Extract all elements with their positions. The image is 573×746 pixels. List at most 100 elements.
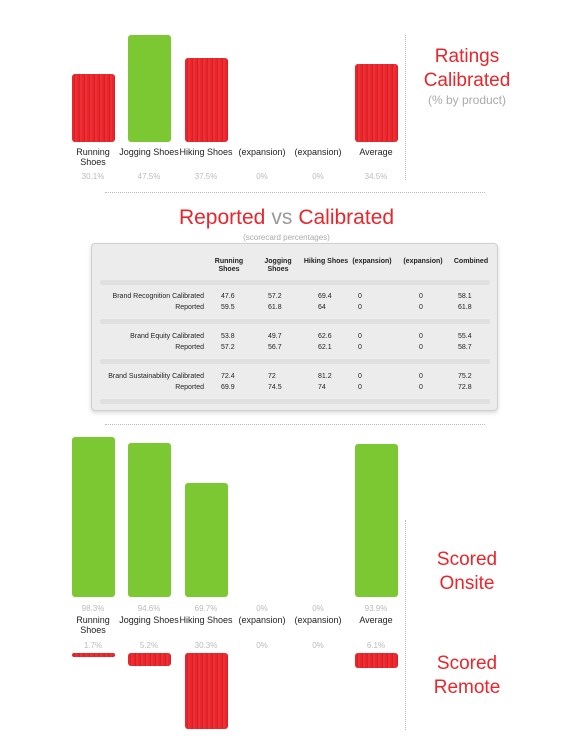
table-cell: 58.1 <box>458 293 472 300</box>
category-label: Jogging Shoes <box>119 147 179 157</box>
bar <box>354 64 398 142</box>
table-cell: 57.2 <box>221 344 235 351</box>
row-divider <box>100 359 490 364</box>
value-label: 0% <box>256 172 268 181</box>
table-subtitle: (scorecard percentages) <box>243 233 330 242</box>
category-label: Running Shoes <box>76 615 110 635</box>
table-cell: 62.1 <box>318 344 332 351</box>
value-label: 30.1% <box>81 172 105 181</box>
chart-title: Ratings Calibrated <box>423 46 511 91</box>
bar <box>127 35 171 142</box>
value-label: 5.2% <box>139 641 159 650</box>
table-cell: 0 <box>358 344 362 351</box>
table-cell: 0 <box>419 373 423 380</box>
table-cell: 69.9 <box>221 384 235 391</box>
table-cell: 0 <box>419 304 423 311</box>
table-cell: 0 <box>419 384 423 391</box>
category-label: Hiking Shoes <box>179 615 233 625</box>
bar <box>71 74 115 142</box>
table-cell: 0 <box>419 333 423 340</box>
table-cell: 0 <box>358 304 362 311</box>
table-cell: 61.8 <box>268 304 282 311</box>
bar <box>127 442 171 597</box>
value-label: 47.5% <box>137 172 161 181</box>
value-label: 6.1% <box>366 641 386 650</box>
chart-subtitle: (% by product) <box>427 93 507 107</box>
chart-title: Scored Remote <box>433 653 501 698</box>
row-label: Brand Sustainability Calibrated <box>108 373 204 380</box>
table-cell: 0 <box>358 333 362 340</box>
category-label: Average <box>359 147 393 157</box>
value-label: 69.7% <box>194 604 218 613</box>
table-cell: 57.2 <box>268 293 282 300</box>
table-title: Reported vs Calibrated <box>0 206 573 230</box>
table-cell: 56.7 <box>268 344 282 351</box>
value-label: 37.5% <box>194 172 218 181</box>
bar <box>127 653 171 666</box>
row-divider <box>100 319 490 324</box>
table-cell: 55.4 <box>458 333 472 340</box>
category-label: (expansion) <box>238 147 286 157</box>
value-label: 0% <box>312 604 324 613</box>
table-cell: 62.6 <box>318 333 332 340</box>
row-label: Reported <box>175 384 204 391</box>
bar <box>184 57 228 142</box>
table-cell: 64 <box>318 304 326 311</box>
table-cell: 74.5 <box>268 384 282 391</box>
table-cell: 49.7 <box>268 333 282 340</box>
bar <box>184 653 228 729</box>
chart-title: Scored Onsite <box>436 549 498 594</box>
table-cell: 59.5 <box>221 304 235 311</box>
value-label: 30.3% <box>194 641 218 650</box>
category-label: Jogging Shoes <box>119 615 179 625</box>
category-label: (expansion) <box>238 615 286 625</box>
value-label: 0% <box>312 641 324 650</box>
separator <box>405 520 406 730</box>
table-cell: 53.8 <box>221 333 235 340</box>
value-label: 98.3% <box>81 604 105 613</box>
table-cell: 0 <box>419 293 423 300</box>
row-divider <box>100 399 490 404</box>
row-label: Brand Recognition Calibrated <box>112 293 204 300</box>
table-cell: 0 <box>419 344 423 351</box>
bar <box>354 443 398 597</box>
column-header: Combined <box>453 258 489 265</box>
table-cell: 72.4 <box>221 373 235 380</box>
table-cell: 0 <box>358 384 362 391</box>
column-header: Running Shoes <box>214 258 244 273</box>
bar <box>71 436 115 597</box>
separator <box>405 35 406 180</box>
value-label: 94.6% <box>137 604 161 613</box>
category-label: (expansion) <box>294 147 342 157</box>
value-label: 1.7% <box>83 641 103 650</box>
table-cell: 81.2 <box>318 373 332 380</box>
table-cell: 47.6 <box>221 293 235 300</box>
title-word: Reported <box>178 206 266 229</box>
table-cell: 75.2 <box>458 373 472 380</box>
table-cell: 72 <box>268 373 276 380</box>
title-word: vs <box>271 206 293 229</box>
category-label: Average <box>359 615 393 625</box>
category-label: (expansion) <box>294 615 342 625</box>
value-label: 0% <box>256 604 268 613</box>
table-panel <box>91 243 498 411</box>
row-label: Brand Equity Calibrated <box>130 333 204 340</box>
table-cell: 0 <box>358 293 362 300</box>
table-cell: 72.8 <box>458 384 472 391</box>
value-label: 0% <box>312 172 324 181</box>
row-label: Reported <box>175 344 204 351</box>
value-label: 93.9% <box>364 604 388 613</box>
table-cell: 61.8 <box>458 304 472 311</box>
table-cell: 0 <box>358 373 362 380</box>
category-label: Hiking Shoes <box>179 147 233 157</box>
value-label: 34.5% <box>364 172 388 181</box>
table-cell: 74 <box>318 384 326 391</box>
column-header: Hiking Shoes <box>303 258 349 265</box>
separator <box>105 424 485 425</box>
category-label: Running Shoes <box>76 147 110 167</box>
column-header: Jogging Shoes <box>264 258 292 273</box>
column-header: (expansion) <box>352 258 392 265</box>
table-cell: 58.7 <box>458 344 472 351</box>
bar <box>184 483 228 597</box>
